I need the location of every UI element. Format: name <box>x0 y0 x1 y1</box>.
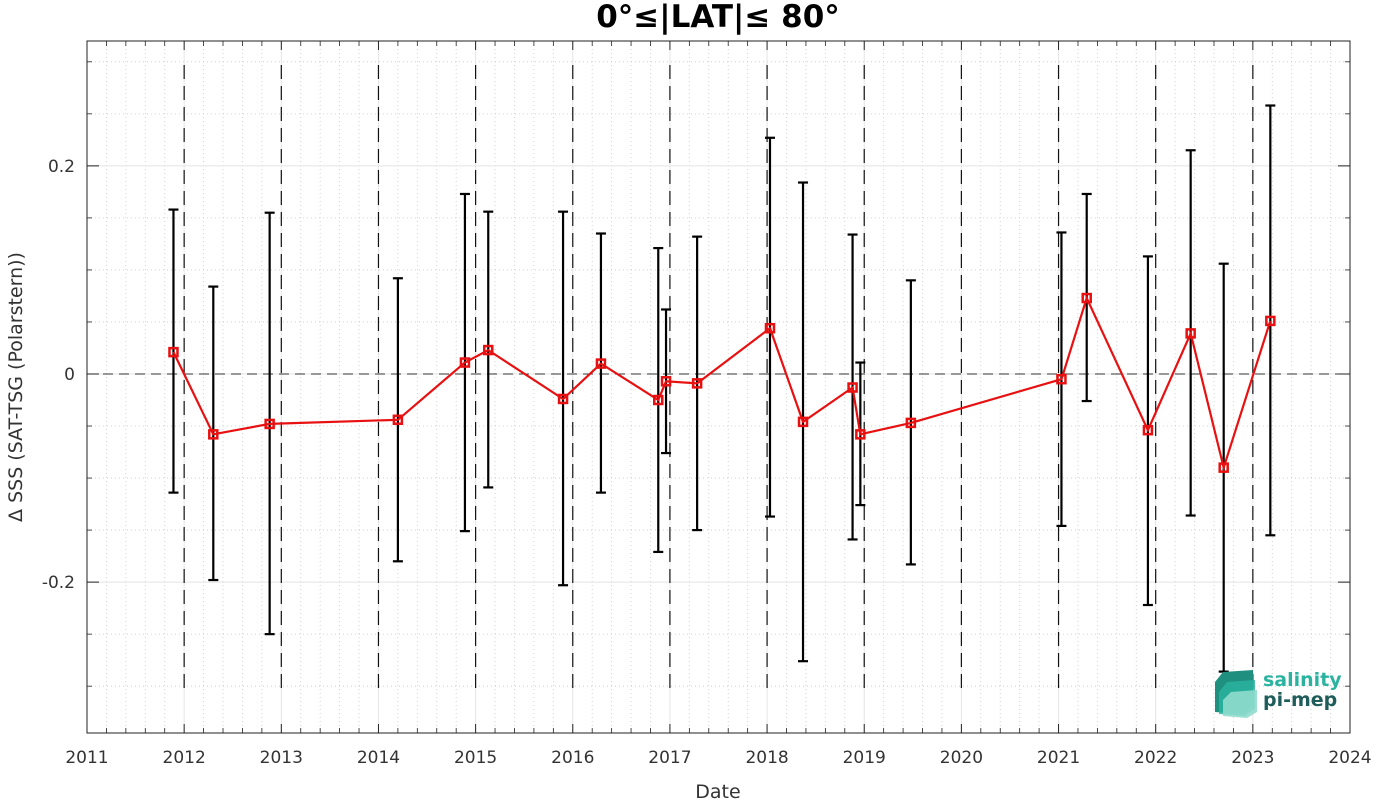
series-line <box>172 294 1272 472</box>
plot-background <box>87 41 1350 733</box>
y-tick-label: 0.2 <box>48 157 75 177</box>
data-point-marker <box>1265 315 1276 327</box>
x-tick-label: 2019 <box>843 748 886 768</box>
data-point-marker <box>905 417 917 429</box>
chart-title: 0°≤|LAT|≤ 80° <box>596 0 840 35</box>
x-tick-label: 2016 <box>551 748 594 768</box>
data-point-marker <box>847 382 858 393</box>
data-point-marker <box>392 414 404 426</box>
data-point-marker <box>595 358 607 369</box>
y-tick-label: -0.2 <box>42 573 75 593</box>
y-tick-label: 0 <box>64 365 75 385</box>
plot-frame <box>86 40 1351 734</box>
y-tick-labels: -0.2 0 0.2 <box>42 157 75 593</box>
x-tick-label: 2023 <box>1231 748 1274 768</box>
data-point-marker <box>557 393 569 405</box>
x-tick-label: 2015 <box>454 748 497 768</box>
x-tick-label: 2018 <box>745 748 788 768</box>
x-tick-label: 2020 <box>940 748 983 768</box>
x-tick-labels: 2011 2012 2013 2014 2015 2016 2017 2018 2019 2020… <box>65 748 1371 768</box>
data-point-marker <box>459 357 471 368</box>
salinity-pimep-logo: salinity pi-mep <box>1213 668 1353 718</box>
data-point-marker <box>797 416 809 428</box>
axis-ticks <box>86 41 1351 733</box>
x-tick-label: 2011 <box>65 748 108 768</box>
x-tick-label: 2014 <box>357 748 400 768</box>
data-point-marker <box>660 376 672 387</box>
data-point-marker <box>1081 292 1092 304</box>
series-markers <box>168 292 1276 473</box>
x-tick-label: 2013 <box>260 748 303 768</box>
data-point-marker <box>653 394 664 406</box>
data-point-marker <box>1056 373 1067 385</box>
data-point-marker <box>1185 328 1196 339</box>
x-tick-label: 2012 <box>163 748 206 768</box>
data-point-marker <box>208 429 219 440</box>
logo-line1: salinity <box>1263 669 1342 691</box>
data-point-marker <box>764 322 776 334</box>
data-point-marker <box>168 346 179 358</box>
x-tick-label: 2021 <box>1037 748 1080 768</box>
x-tick-label: 2017 <box>648 748 691 768</box>
data-point-marker <box>482 344 494 356</box>
logo-wave-icon <box>1215 670 1257 718</box>
x-tick-label: 2024 <box>1328 748 1371 768</box>
minor-grid <box>87 41 1350 733</box>
x-axis-label: Date <box>695 781 740 801</box>
logo-line2: pi-mep <box>1263 689 1338 711</box>
y-axis-label: Δ SSS (SAT-TSG (Polarstern)) <box>5 252 27 522</box>
data-point-marker <box>1142 424 1154 436</box>
data-point-marker <box>1218 462 1229 473</box>
data-point-marker <box>264 418 275 430</box>
x-tick-label: 2022 <box>1134 748 1177 768</box>
data-point-marker <box>855 429 866 440</box>
data-point-marker <box>691 378 703 389</box>
